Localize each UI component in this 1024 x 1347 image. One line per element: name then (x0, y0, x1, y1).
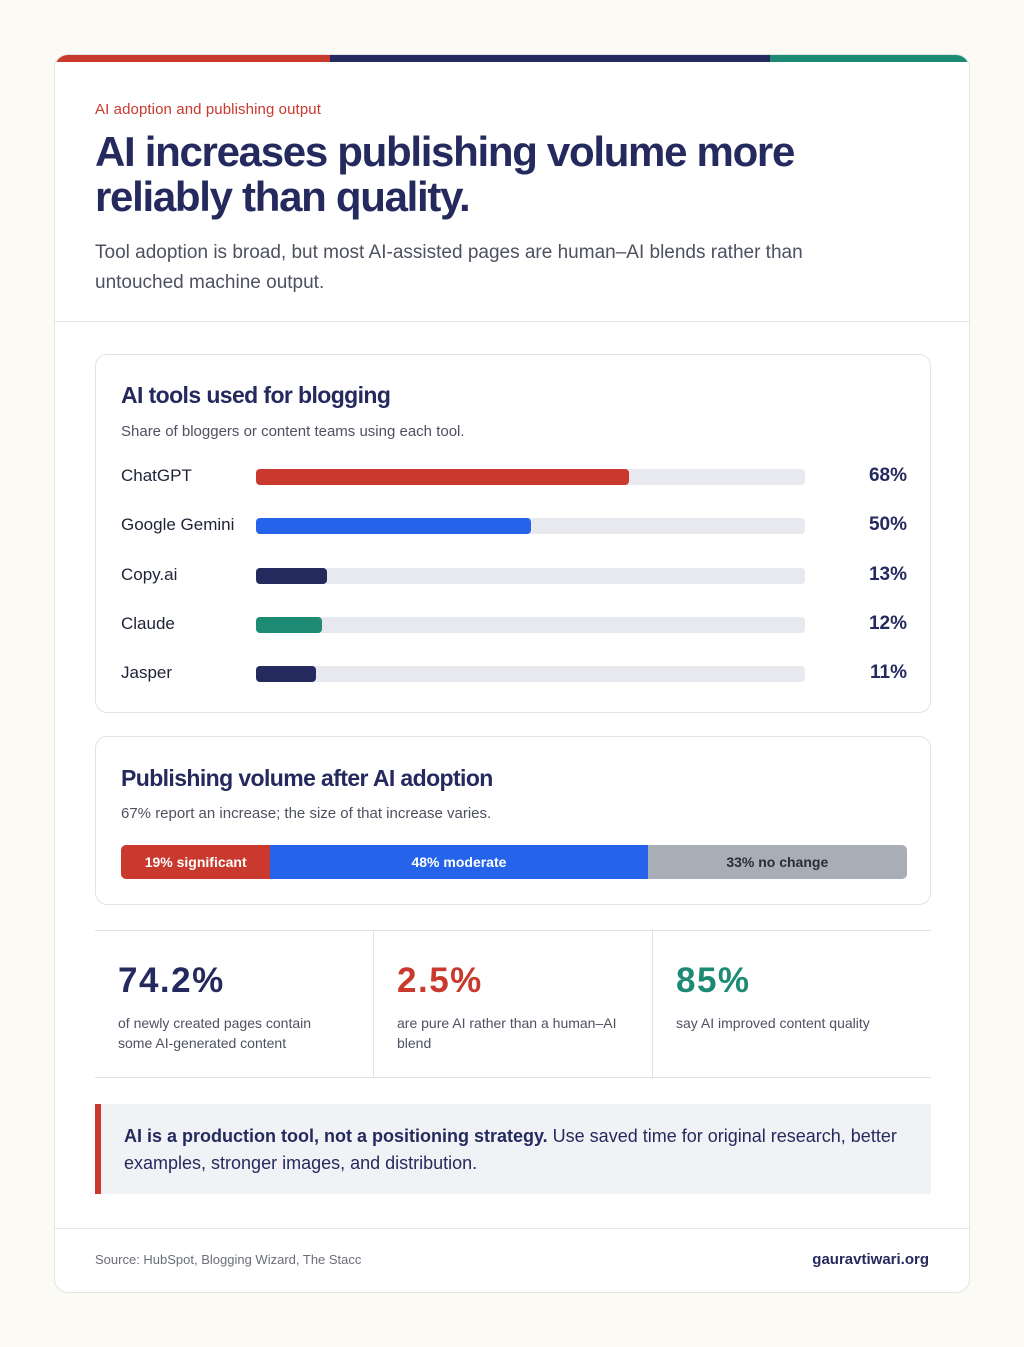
stat-value: 85% (676, 961, 751, 1000)
stat-block: 74.2% of newly created pages contain som… (95, 931, 374, 1077)
bar-label: Claude (121, 614, 175, 633)
bar-value-label: 68% (868, 465, 907, 486)
bar (256, 469, 630, 485)
chart-title: Publishing volume after AI adoption (121, 765, 493, 791)
chart-subtitle: Share of bloggers or content teams using… (121, 423, 465, 440)
accent-bar-navy (330, 55, 770, 62)
accent-bar-teal (770, 55, 969, 62)
stat-value: 2.5% (397, 961, 483, 1000)
bar-label: ChatGPT (121, 466, 192, 485)
stacked-segment: 33% no change (647, 845, 907, 879)
bar-track (256, 568, 805, 584)
stacked-bar: 19% significant 48% moderate 33% no change (121, 845, 907, 879)
callout-bold: AI is a production tool, not a positioni… (124, 1126, 548, 1146)
volume-chart-panel: Publishing volume after AI adoption 67% … (95, 736, 931, 905)
bar-value-label: 13% (868, 564, 907, 585)
bar-track (256, 617, 805, 633)
bar-label: Copy.ai (121, 565, 178, 584)
bar-track (256, 518, 805, 534)
tools-chart-panel: AI tools used for blogging Share of blog… (95, 354, 931, 713)
bar (256, 666, 317, 682)
bar-label: Jasper (121, 663, 173, 682)
callout-text: AI is a production tool, not a positioni… (124, 1123, 904, 1177)
stat-description: are pure AI rather than a human–AI blend (397, 1015, 617, 1051)
stat-block: 85% say AI improved content quality (653, 931, 931, 1077)
bar (256, 568, 328, 584)
bar-row: ChatGPT 68% (121, 464, 907, 490)
accent-bar-red (55, 55, 330, 62)
stats-row: 74.2% of newly created pages contain som… (95, 930, 931, 1078)
subtitle: Tool adoption is broad, but most AI-assi… (95, 242, 803, 293)
accent-bar (55, 55, 969, 62)
stat-description: say AI improved content quality (676, 1015, 870, 1031)
bar-value-label: 11% (870, 662, 907, 683)
kicker: AI adoption and publishing output (95, 101, 321, 118)
stacked-segment: 19% significant (121, 845, 271, 879)
stat-value: 74.2% (118, 961, 225, 1000)
callout-body: Use saved time for original research, be… (124, 1126, 897, 1173)
header-divider (55, 321, 969, 322)
bar (256, 518, 531, 534)
page-title: AI increases publishing volume more reli… (95, 128, 795, 220)
stacked-segment: 48% moderate (270, 845, 648, 879)
bar (256, 617, 322, 633)
bar-label: Google Gemini (121, 515, 235, 534)
infographic-card: AI adoption and publishing output AI inc… (54, 54, 970, 1293)
site-link[interactable]: gauravtiwari.org (812, 1251, 929, 1268)
stat-description: of newly created pages contain some AI-g… (118, 1015, 312, 1051)
chart-title: AI tools used for blogging (121, 382, 391, 408)
bar-row: Copy.ai 13% (121, 563, 907, 589)
bar-track (256, 666, 805, 682)
bar-row: Jasper 11% (121, 661, 907, 687)
bar-row: Claude 12% (121, 612, 907, 638)
source-note: Source: HubSpot, Blogging Wizard, The St… (95, 1252, 362, 1267)
bar-track (256, 469, 805, 485)
footer-divider (55, 1228, 969, 1229)
bar-value-label: 50% (868, 514, 907, 535)
bar-row: Google Gemini 50% (121, 513, 907, 539)
callout-box: AI is a production tool, not a positioni… (95, 1104, 931, 1194)
stat-block: 2.5% are pure AI rather than a human–AI … (374, 931, 653, 1077)
bar-value-label: 12% (868, 613, 907, 634)
chart-subtitle: 67% report an increase; the size of that… (121, 805, 492, 822)
